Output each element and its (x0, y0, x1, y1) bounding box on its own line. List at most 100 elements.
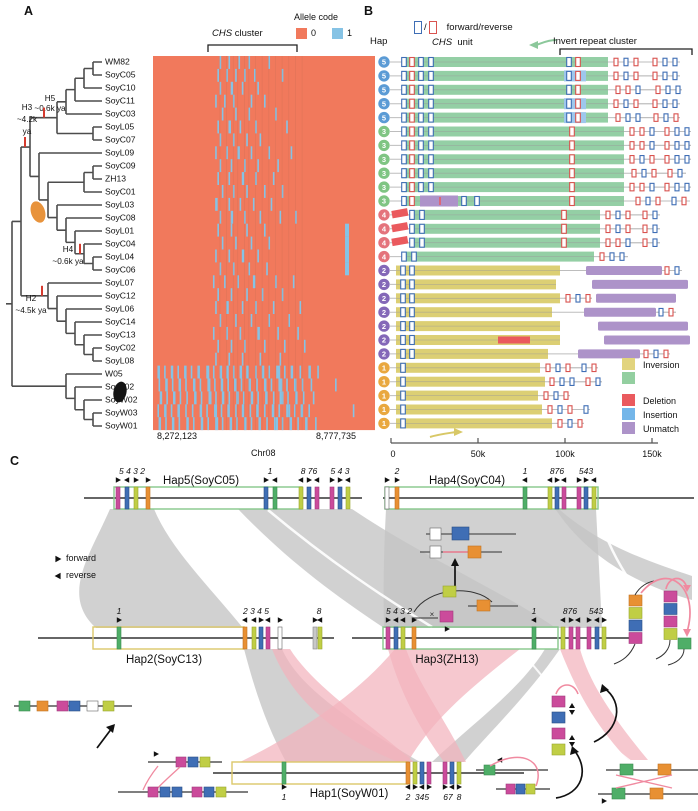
chs-unit-box (566, 112, 572, 123)
forward-arrow-icon (456, 784, 462, 790)
heatmap-stripe (159, 391, 163, 405)
hap-number-badge (378, 167, 390, 179)
allele0-value: 0 (311, 28, 317, 38)
chs-unit-box (401, 112, 407, 123)
chs-unit-box (418, 168, 424, 179)
heatmap-stripe (246, 288, 248, 302)
heatmap-stripe (235, 404, 237, 418)
heatmap-stripe (232, 185, 235, 198)
legend-unmatch: Unmatch (643, 424, 680, 434)
heatmap-stripe (273, 417, 278, 431)
chs-unit-box (409, 321, 415, 332)
chs-unit-box (409, 279, 415, 290)
heatmap-stripe (197, 365, 200, 379)
heatmap-stripe (259, 210, 262, 224)
taxon-label: SoyW01 (105, 420, 138, 430)
heatmap-stripe (299, 365, 302, 379)
heatmap-stripe (191, 404, 194, 418)
unmatch-swatch (622, 422, 635, 434)
heatmap-stripe (232, 262, 235, 276)
chs-unit-box (566, 84, 572, 95)
chs-unit-box (555, 363, 561, 373)
heatmap-stripe (250, 146, 253, 160)
chs-unit-box (652, 210, 658, 220)
gene-bar (314, 486, 320, 510)
model-gene-box (191, 786, 203, 798)
heatmap-stripe (219, 314, 222, 327)
chs-cluster-label: CHS cluster (212, 28, 263, 39)
reverse-box-icon (428, 21, 437, 34)
heatmap-stripe (227, 404, 230, 418)
gene-number: 2 (394, 466, 400, 476)
pink-loop (489, 756, 539, 787)
heatmap-stripe (230, 339, 233, 353)
chs-unit-box (609, 252, 615, 261)
fold-tail (613, 580, 655, 665)
heatmap-stripe (206, 404, 208, 418)
hap-number-badge (378, 237, 390, 249)
gene-bar (547, 486, 553, 510)
hap-number-badge (378, 209, 390, 221)
heatmap-stripe (228, 249, 231, 263)
reverse-arrow-icon (314, 477, 320, 483)
heatmap-stripe (286, 404, 291, 418)
heatmap-stripe (217, 288, 219, 302)
heatmap-stripe (317, 365, 319, 379)
chs-unit-box (629, 141, 635, 150)
chs-unit-box (642, 238, 648, 247)
model-gene-box (429, 527, 442, 541)
heatmap-stripe (185, 378, 187, 392)
heatmap-stripe (271, 404, 275, 418)
heatmap-gridline (232, 56, 234, 431)
model-gene-box (451, 526, 470, 541)
chs-unit-box (581, 363, 587, 373)
heatmap-stripe (185, 404, 187, 418)
insertion-block (564, 70, 586, 82)
heatmap-stripe (226, 365, 229, 379)
gene-bar (601, 626, 607, 650)
chs-unit-box (401, 168, 407, 179)
gene-number: 5 4 3 2 (119, 466, 145, 476)
heatmap-stripe (281, 185, 284, 198)
hap-number: 3 (382, 155, 386, 164)
heatmap-stripe (283, 339, 286, 353)
heatmap-stripe (295, 391, 298, 405)
forward-arrow-icon (554, 477, 560, 483)
reverse-arrow-icon (251, 617, 257, 623)
hap-number: 1 (382, 419, 386, 428)
chs-unit-box (409, 168, 415, 179)
gene-bar (116, 626, 122, 650)
taxon-label: SoyC05 (105, 69, 136, 79)
deletion-flag (391, 235, 409, 247)
heatmap-stripe (272, 301, 275, 314)
heatmap-stripe (301, 378, 304, 392)
heatmap-stripe (228, 391, 231, 405)
heatmap-stripe (217, 172, 219, 185)
chs-unit-box (655, 85, 661, 95)
chs-unit-box (625, 238, 631, 247)
heatmap-stripe (250, 417, 253, 431)
swap-down-icon (569, 710, 575, 715)
chs-unit-box (409, 182, 415, 193)
heatmap-stripe (299, 301, 302, 314)
heatmap-stripe (219, 262, 222, 276)
chs-unit-box (569, 140, 575, 151)
hap-header: Hap (370, 36, 388, 47)
chs-unit-box (400, 348, 406, 359)
allele-legend-title: Allele code (294, 12, 339, 22)
hap-number: 3 (382, 141, 386, 150)
reverse-arrow-icon (393, 617, 399, 623)
hap-number-badge (378, 320, 390, 332)
heatmap-stripe (229, 417, 233, 431)
panel-a-tree: WM82 SoyC05 SoyC10 SoyC11 SoyC03 SoyL05 SoyC07… (6, 56, 138, 430)
heatmap-stripe (270, 197, 273, 211)
reverse-arrow-icon (594, 617, 600, 623)
chs-unit-box (543, 391, 549, 400)
line (96, 727, 113, 749)
model-gene-box (663, 628, 678, 640)
gene-number: 1 (282, 792, 287, 802)
gene-bar (400, 626, 406, 650)
chs-unit-box (418, 182, 424, 193)
chs-unit-box (409, 223, 415, 234)
pink-loop (555, 684, 579, 695)
